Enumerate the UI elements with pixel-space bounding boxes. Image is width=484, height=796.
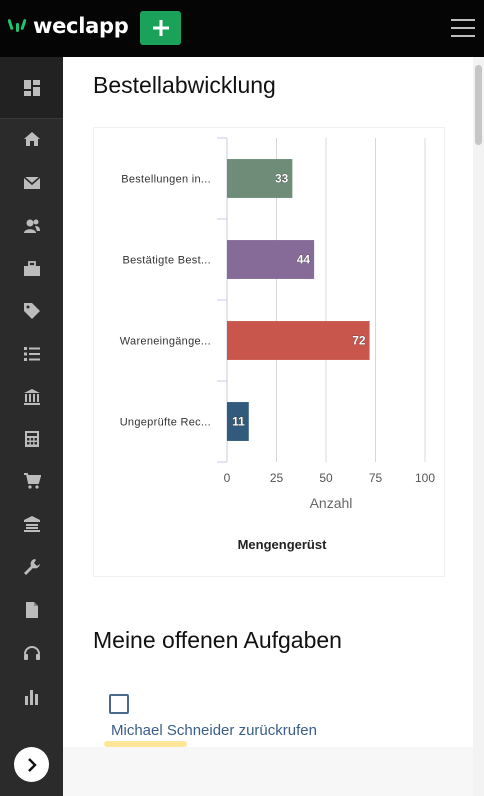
chart-bar [227, 321, 370, 360]
x-axis-title: Anzahl [310, 495, 353, 511]
sidebar-item-accounting[interactable] [0, 419, 63, 459]
category-label: Bestellungen in... [121, 174, 211, 186]
sidebar-item-home[interactable] [0, 119, 63, 159]
top-bar: weclapp [0, 0, 484, 57]
bar-data-label: 44 [297, 253, 311, 267]
sidebar-item-dashboard[interactable] [0, 57, 63, 119]
x-tick-label: 75 [369, 471, 383, 485]
bar-chart-icon [24, 690, 38, 705]
list-icon [23, 347, 40, 361]
sidebar-item-reports[interactable] [0, 677, 63, 717]
task-highlight [104, 741, 187, 747]
chevron-right-icon [27, 757, 37, 772]
app-logo[interactable]: weclapp [8, 11, 129, 41]
order-chart-card: 33 Bestellungen in... 44 Bestätigte Best...… [93, 127, 445, 577]
sidebar-item-service[interactable] [0, 547, 63, 587]
headset-icon [23, 646, 40, 660]
x-tick-label: 100 [415, 471, 435, 485]
category-label: Ungeprüfte Rec... [120, 417, 211, 429]
briefcase-icon [23, 261, 40, 276]
home-icon [23, 132, 40, 146]
add-button[interactable] [140, 11, 181, 45]
calculator-icon [24, 431, 39, 447]
bar-data-label: 33 [275, 172, 289, 186]
sidebar-item-bank[interactable] [0, 377, 63, 417]
legend-title: Mengengerüst [238, 537, 328, 552]
bar-data-label: 11 [232, 415, 245, 429]
main-content: Bestellabwicklung 33 Bestellungen in... 44… [63, 57, 473, 796]
sidebar-item-contacts[interactable] [0, 206, 63, 246]
sidebar-item-documents[interactable] [0, 590, 63, 630]
plus-icon [152, 20, 169, 36]
chart-bar [227, 159, 293, 198]
sidebar-expand-button[interactable] [14, 747, 49, 782]
contacts-icon [23, 219, 40, 233]
section-title-tasks: Meine offenen Aufgaben [93, 627, 342, 653]
bar-data-label: 72 [352, 334, 366, 348]
task-checkbox[interactable] [109, 694, 129, 714]
sidebar-item-sales[interactable] [0, 249, 63, 289]
scrollbar[interactable] [473, 57, 484, 796]
sidebar-item-cart[interactable] [0, 461, 63, 501]
bottom-strip [63, 747, 473, 796]
bank-icon [23, 389, 40, 405]
x-tick-label: 50 [319, 471, 333, 485]
chart-bar [227, 240, 315, 279]
category-label: Bestätigte Best... [122, 255, 211, 267]
scrollbar-thumb[interactable] [475, 65, 482, 145]
sidebar-item-warehouse[interactable] [0, 504, 63, 544]
sidebar-item-lists[interactable] [0, 334, 63, 374]
chart-bar [227, 402, 249, 441]
sidebar-item-support[interactable] [0, 633, 63, 673]
weclapp-logo-icon [8, 19, 27, 32]
sidebar-item-mail[interactable] [0, 163, 63, 203]
tag-icon [23, 303, 40, 319]
section-title-orders: Bestellabwicklung [93, 72, 276, 98]
dashboard-icon [23, 79, 40, 96]
app-name: weclapp [33, 14, 129, 38]
sidebar-item-products[interactable] [0, 291, 63, 331]
cart-icon [23, 473, 41, 489]
mail-icon [22, 176, 41, 189]
warehouse-icon [23, 516, 40, 532]
hamburger-icon[interactable] [451, 18, 475, 38]
sidebar [0, 57, 63, 796]
wrench-icon [23, 559, 40, 575]
document-icon [25, 602, 38, 618]
category-label: Wareneingänge... [120, 336, 211, 348]
task-label[interactable]: Michael Schneider zurückrufen [111, 722, 317, 739]
x-tick-label: 0 [224, 471, 231, 485]
x-tick-label: 25 [270, 471, 284, 485]
order-bar-chart: 33 Bestellungen in... 44 Bestätigte Best...… [120, 137, 435, 552]
